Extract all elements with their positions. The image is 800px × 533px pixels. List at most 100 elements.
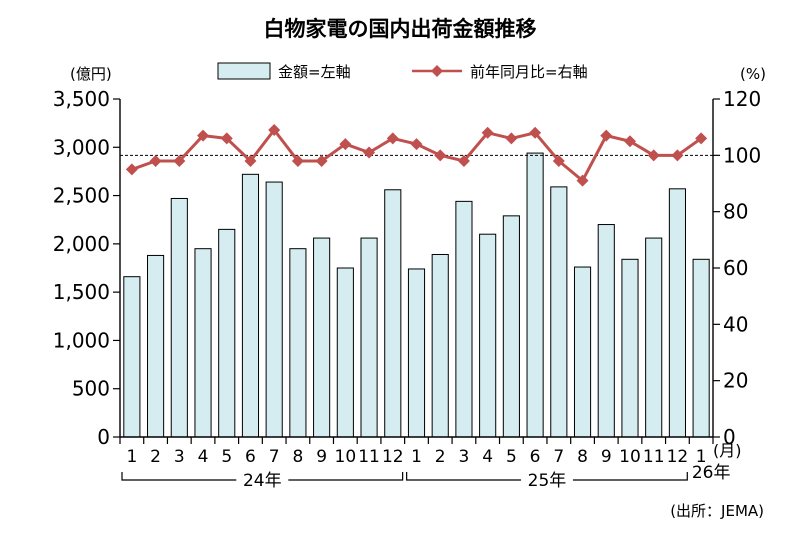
line-point [173,154,186,167]
x-tick-label: 4 [482,447,493,467]
line-point [671,149,684,162]
line-point [363,146,376,159]
left-tick-label: 3,500 [53,87,110,111]
bar [502,215,520,438]
x-tick-label: 11 [643,447,665,467]
line-point [552,154,565,167]
x-tick-label: 7 [269,447,280,467]
bar [218,228,236,438]
line-point [315,154,328,167]
bar [289,248,307,438]
bar [384,189,402,438]
bar [360,237,378,438]
bar [645,237,663,438]
x-tick-label: 8 [292,447,303,467]
right-tick-label: 100 [723,143,761,167]
right-tick-label: 0 [723,425,736,449]
left-tick-label: 2,000 [53,232,110,256]
legend-bar-label: 金額=左軸 [278,63,351,81]
right-tick-label: 40 [723,312,748,336]
left-tick-label: 1,000 [53,328,110,352]
x-tick-label: 2 [150,447,161,467]
line-point [623,135,636,148]
legend-bar-swatch [217,62,271,80]
bar [123,276,141,438]
line-point [220,132,233,145]
bar [194,248,212,438]
x-tick-label: 1 [126,447,137,467]
line-point [600,129,613,142]
line-point [576,174,589,187]
year-bracket-right [288,472,404,481]
x-tick-label: 12 [667,447,689,467]
right-tick-label: 60 [723,256,748,280]
right-tick-label: 120 [723,87,761,111]
x-tick-label: 4 [198,447,209,467]
line-point [197,129,210,142]
line-point [505,132,518,145]
bar [336,267,354,438]
right-axis-unit: (%) [740,65,766,83]
x-tick-label: 10 [335,447,357,467]
bar [407,268,426,438]
month-unit-label: (月) [713,441,742,460]
axes [119,99,714,444]
x-tick-label: 9 [316,447,327,467]
x-tick-label: 6 [245,447,256,467]
bar [573,266,592,438]
x-tick-label: 7 [553,447,564,467]
chart-title: 白物家電の国内出荷金額推移 [264,17,537,41]
year-label: 26年 [692,463,731,483]
x-tick-label: 5 [221,447,232,467]
line-point [149,154,162,167]
x-tick-label: 1 [696,447,707,467]
bar [241,173,260,438]
line-point [481,126,494,139]
x-tick-label: 8 [577,447,588,467]
legend-line-marker [431,65,443,77]
line-point [268,123,281,136]
bar [597,224,615,438]
line-point [386,132,399,145]
line-point [647,149,660,162]
legend: 金額=左軸 前年同月比=右軸 [217,62,588,81]
left-axis-unit: (億円) [70,65,112,83]
line-point [291,154,304,167]
legend-line-label: 前年同月比=右軸 [470,63,588,81]
bar [431,253,449,438]
bar [479,233,497,438]
x-tick-label: 5 [506,447,517,467]
bar [455,200,473,438]
line-point [339,138,352,151]
x-tick-label: 6 [530,447,541,467]
line-point [529,126,542,139]
bar [147,254,165,438]
left-tick-label: 3,000 [53,135,110,159]
line-point [434,149,447,162]
year-label: 25年 [528,471,567,491]
bar [170,197,188,438]
right-tick-label: 20 [723,369,748,393]
x-tick-label: 12 [382,447,404,467]
left-tick-label: 1,500 [53,280,110,304]
x-axis-categories: 1 2 3 4 5 6 7 8 9 10 11 12 1 2 3 4 5 6 7 8 9 10 11 12 1 [126,447,706,467]
left-tick-label: 0 [97,425,110,449]
x-tick-label: 3 [459,447,470,467]
line-point [410,138,423,151]
left-axis-ticks: 0 500 1,000 1,500 2,000 2,500 3,000 3,500 [53,87,120,449]
year-brackets: 24年 25年 26年 [121,463,731,491]
line-point [125,163,138,176]
bar [692,258,710,438]
left-tick-label: 2,500 [53,184,110,208]
year-bracket-left [406,472,521,481]
bar [265,181,283,438]
bar [621,258,639,438]
bar [668,188,686,438]
bar-series [123,152,710,438]
line-point [695,132,708,145]
line-point [244,154,257,167]
right-axis-ticks: 0 20 40 60 80 100 120 [713,87,761,449]
x-tick-label: 9 [601,447,612,467]
